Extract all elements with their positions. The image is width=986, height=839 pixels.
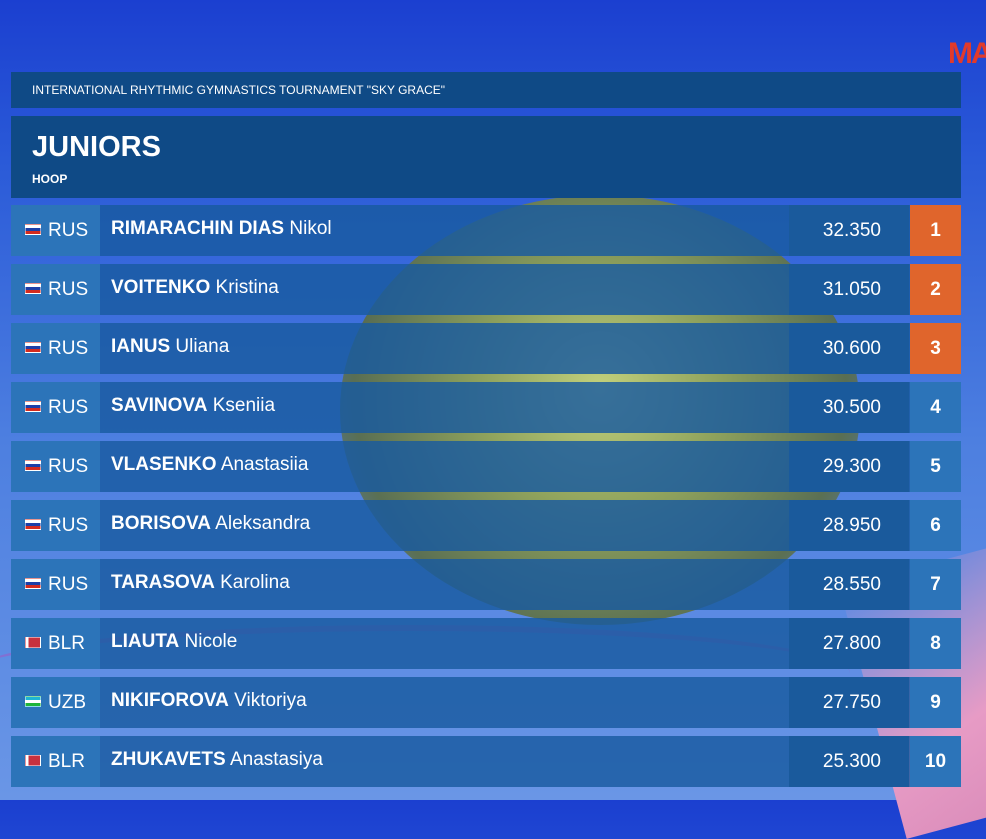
country-cell: BLR bbox=[11, 618, 100, 669]
athlete-given-name: Viktoriya bbox=[234, 690, 307, 711]
country-code: RUS bbox=[48, 456, 89, 477]
belarus-flag-icon bbox=[25, 637, 41, 648]
country-code: RUS bbox=[48, 515, 89, 536]
athlete-surname: ZHUKAVETS bbox=[111, 749, 226, 770]
athlete-surname: VOITENKO bbox=[111, 277, 211, 298]
athlete-given-name: Anastasiya bbox=[229, 749, 323, 770]
athlete-given-name: Uliana bbox=[175, 336, 230, 357]
athlete-name: BORISOVA Aleksandra bbox=[111, 500, 310, 548]
country-cell: BLR bbox=[11, 736, 100, 787]
score: 30.600 bbox=[789, 323, 909, 374]
country-cell: RUS bbox=[11, 500, 100, 551]
score: 27.750 bbox=[789, 677, 909, 728]
athlete-name: ZHUKAVETS Anastasiya bbox=[111, 736, 323, 784]
athlete-name: NIKIFOROVA Viktoriya bbox=[111, 677, 307, 725]
athlete-given-name: Anastasiia bbox=[220, 454, 309, 475]
score: 31.050 bbox=[789, 264, 909, 315]
apparatus-label: HOOP bbox=[32, 172, 68, 186]
country-cell: RUS bbox=[11, 382, 100, 433]
athlete-name: VOITENKO Kristina bbox=[111, 264, 279, 312]
country-code: RUS bbox=[48, 397, 89, 418]
score: 30.500 bbox=[789, 382, 909, 433]
athlete-name: VLASENKO Anastasiia bbox=[111, 441, 308, 489]
rank: 3 bbox=[910, 323, 961, 374]
russia-flag-icon bbox=[25, 342, 41, 353]
tournament-title: INTERNATIONAL RHYTHMIC GYMNASTICS TOURNA… bbox=[32, 83, 446, 97]
rank: 1 bbox=[910, 205, 961, 256]
rank: 4 bbox=[910, 382, 961, 433]
athlete-surname: RIMARACHIN DIAS bbox=[111, 218, 285, 239]
athlete-name: IANUS Uliana bbox=[111, 323, 229, 371]
country-cell: RUS bbox=[11, 205, 100, 256]
result-row: RUS IANUS Uliana 30.600 3 bbox=[11, 323, 961, 374]
athlete-surname: TARASOVA bbox=[111, 572, 215, 593]
result-row: BLR ZHUKAVETS Anastasiya 25.300 10 bbox=[11, 736, 961, 787]
athlete-name: RIMARACHIN DIAS Nikol bbox=[111, 205, 332, 253]
score: 29.300 bbox=[789, 441, 909, 492]
category-header: JUNIORS HOOP bbox=[11, 116, 961, 198]
result-row: UZB NIKIFOROVA Viktoriya 27.750 9 bbox=[11, 677, 961, 728]
rank: 2 bbox=[910, 264, 961, 315]
athlete-given-name: Nikol bbox=[289, 218, 332, 239]
country-code: BLR bbox=[48, 751, 85, 772]
country-code: RUS bbox=[48, 338, 89, 359]
country-cell: RUS bbox=[11, 323, 100, 374]
russia-flag-icon bbox=[25, 460, 41, 471]
athlete-given-name: Karolina bbox=[220, 572, 290, 593]
athlete-surname: NIKIFOROVA bbox=[111, 690, 229, 711]
country-code: UZB bbox=[48, 692, 86, 713]
rank: 7 bbox=[910, 559, 961, 610]
country-cell: RUS bbox=[11, 441, 100, 492]
athlete-surname: VLASENKO bbox=[111, 454, 217, 475]
russia-flag-icon bbox=[25, 578, 41, 589]
rank: 8 bbox=[910, 618, 961, 669]
athlete-surname: BORISOVA bbox=[111, 513, 211, 534]
russia-flag-icon bbox=[25, 519, 41, 530]
country-code: RUS bbox=[48, 220, 89, 241]
result-row: RUS TARASOVA Karolina 28.550 7 bbox=[11, 559, 961, 610]
result-row: RUS RIMARACHIN DIAS Nikol 32.350 1 bbox=[11, 205, 961, 256]
rank: 6 bbox=[910, 500, 961, 551]
athlete-given-name: Nicole bbox=[184, 631, 238, 652]
score: 28.550 bbox=[789, 559, 909, 610]
result-row: BLR LIAUTA Nicole 27.800 8 bbox=[11, 618, 961, 669]
athlete-name: TARASOVA Karolina bbox=[111, 559, 290, 607]
belarus-flag-icon bbox=[25, 755, 41, 766]
score: 25.300 bbox=[789, 736, 909, 787]
athlete-given-name: Aleksandra bbox=[215, 513, 311, 534]
country-cell: RUS bbox=[11, 264, 100, 315]
country-cell: RUS bbox=[11, 559, 100, 610]
result-row: RUS VOITENKO Kristina 31.050 2 bbox=[11, 264, 961, 315]
uzbekistan-flag-icon bbox=[25, 696, 41, 707]
score: 27.800 bbox=[789, 618, 909, 669]
result-row: RUS BORISOVA Aleksandra 28.950 6 bbox=[11, 500, 961, 551]
result-row: RUS VLASENKO Anastasiia 29.300 5 bbox=[11, 441, 961, 492]
country-code: BLR bbox=[48, 633, 85, 654]
athlete-name: LIAUTA Nicole bbox=[111, 618, 237, 666]
athlete-name: SAVINOVA Kseniia bbox=[111, 382, 275, 430]
rank: 9 bbox=[910, 677, 961, 728]
result-row: RUS SAVINOVA Kseniia 30.500 4 bbox=[11, 382, 961, 433]
score: 32.350 bbox=[789, 205, 909, 256]
country-code: RUS bbox=[48, 574, 89, 595]
russia-flag-icon bbox=[25, 283, 41, 294]
russia-flag-icon bbox=[25, 401, 41, 412]
tournament-header: INTERNATIONAL RHYTHMIC GYMNASTICS TOURNA… bbox=[11, 72, 961, 108]
athlete-surname: LIAUTA bbox=[111, 631, 180, 652]
category-title: JUNIORS bbox=[32, 131, 161, 163]
athlete-given-name: Kseniia bbox=[212, 395, 276, 416]
broadcaster-logo: MA bbox=[948, 38, 986, 70]
athlete-given-name: Kristina bbox=[215, 277, 279, 298]
country-cell: UZB bbox=[11, 677, 100, 728]
rank: 10 bbox=[910, 736, 961, 787]
athlete-surname: IANUS bbox=[111, 336, 171, 357]
athlete-surname: SAVINOVA bbox=[111, 395, 208, 416]
rank: 5 bbox=[910, 441, 961, 492]
country-code: RUS bbox=[48, 279, 89, 300]
russia-flag-icon bbox=[25, 224, 41, 235]
score: 28.950 bbox=[789, 500, 909, 551]
